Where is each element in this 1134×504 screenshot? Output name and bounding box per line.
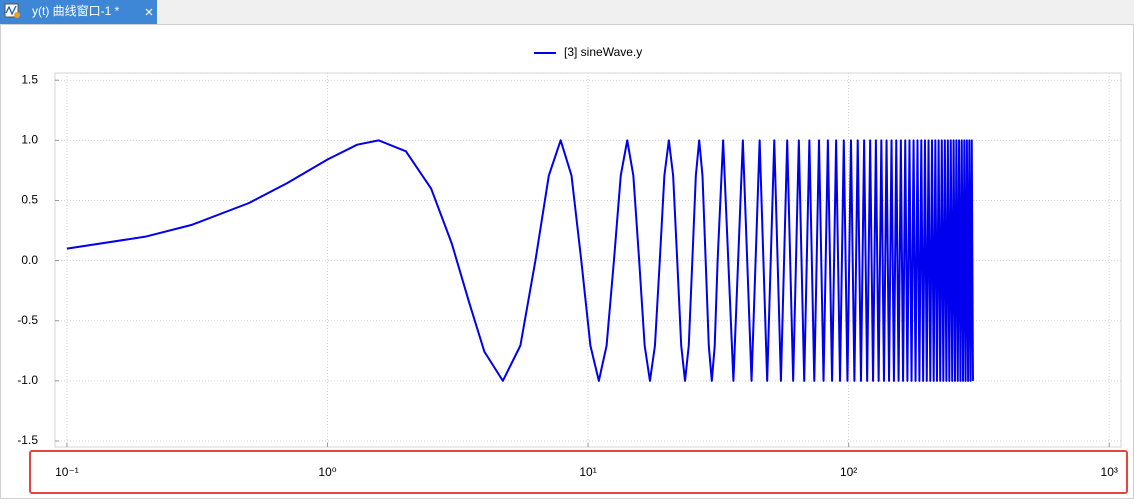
x-tick-label: 10³ — [1101, 465, 1118, 479]
x-tick-label: 10⁰ — [318, 465, 336, 479]
y-tick-label: -0.5 — [17, 313, 38, 327]
tab-title: y(t) 曲线窗口-1 * — [32, 4, 120, 18]
tab-close[interactable] — [145, 8, 153, 16]
data-line — [66, 139, 974, 382]
y-tick-label: -1.5 — [17, 433, 38, 447]
highlight-box — [29, 450, 1128, 494]
y-tick-label: 0.5 — [21, 193, 38, 207]
y-tick-label: 1.5 — [21, 72, 38, 86]
x-tick-label: 10⁻¹ — [55, 465, 79, 479]
legend-label: [3] sineWave.y — [564, 45, 642, 59]
x-tick-label: 10² — [840, 465, 857, 479]
y-tick-label: 0.0 — [21, 253, 38, 267]
y-tick-label: -1.0 — [17, 373, 38, 387]
y-tick-label: 1.0 — [21, 133, 38, 147]
tab-bar — [0, 0, 1134, 24]
x-tick-label: 10¹ — [579, 465, 596, 479]
tab[interactable] — [0, 0, 157, 24]
tab-icon — [4, 3, 20, 18]
